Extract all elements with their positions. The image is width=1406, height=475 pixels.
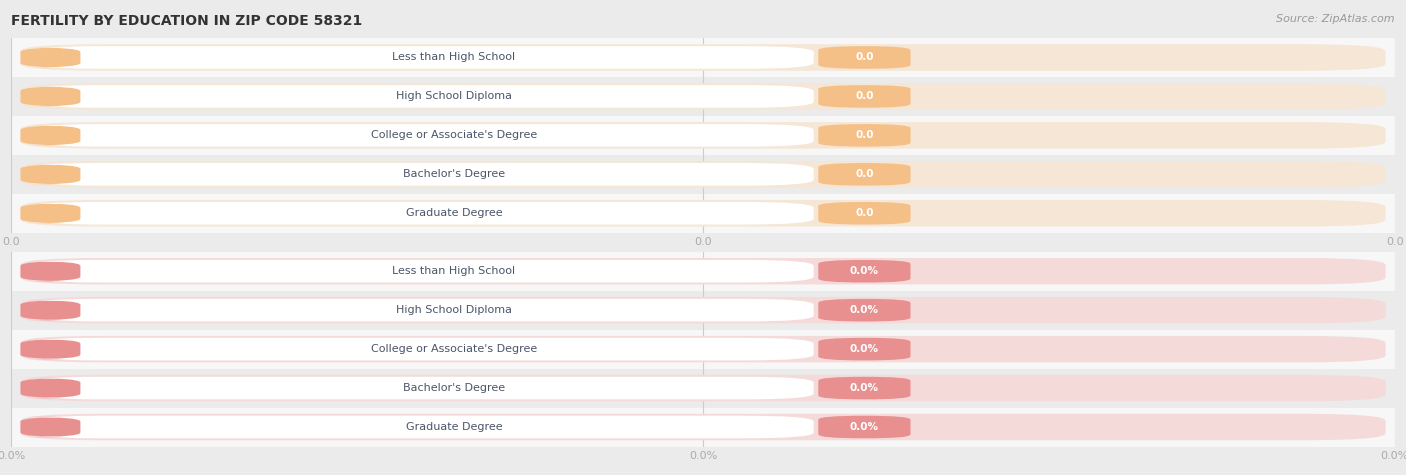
FancyBboxPatch shape xyxy=(21,336,1385,362)
Bar xyxy=(11,38,1395,77)
FancyBboxPatch shape xyxy=(818,416,911,438)
Text: 0.0: 0.0 xyxy=(855,208,873,219)
Bar xyxy=(11,252,1395,291)
FancyBboxPatch shape xyxy=(818,260,911,283)
FancyBboxPatch shape xyxy=(818,163,911,186)
FancyBboxPatch shape xyxy=(30,260,814,283)
FancyBboxPatch shape xyxy=(21,261,80,281)
Text: Less than High School: Less than High School xyxy=(392,266,516,276)
Text: Bachelor's Degree: Bachelor's Degree xyxy=(404,169,505,180)
FancyBboxPatch shape xyxy=(30,202,814,225)
FancyBboxPatch shape xyxy=(21,417,80,437)
FancyBboxPatch shape xyxy=(30,416,814,438)
Bar xyxy=(11,369,1395,408)
Bar xyxy=(11,330,1395,369)
FancyBboxPatch shape xyxy=(818,299,911,322)
FancyBboxPatch shape xyxy=(21,164,80,184)
FancyBboxPatch shape xyxy=(818,202,911,225)
Text: Source: ZipAtlas.com: Source: ZipAtlas.com xyxy=(1277,14,1395,24)
Text: College or Associate's Degree: College or Associate's Degree xyxy=(371,344,537,354)
Text: 0.0: 0.0 xyxy=(855,169,873,180)
FancyBboxPatch shape xyxy=(818,46,911,69)
FancyBboxPatch shape xyxy=(21,200,1385,227)
Bar xyxy=(11,408,1395,446)
Bar xyxy=(11,194,1395,233)
FancyBboxPatch shape xyxy=(21,339,80,359)
FancyBboxPatch shape xyxy=(21,258,1385,285)
Text: 0.0%: 0.0% xyxy=(849,305,879,315)
FancyBboxPatch shape xyxy=(818,124,911,147)
FancyBboxPatch shape xyxy=(21,203,80,223)
Bar xyxy=(11,155,1395,194)
FancyBboxPatch shape xyxy=(30,338,814,361)
FancyBboxPatch shape xyxy=(21,122,1385,149)
Text: 0.0: 0.0 xyxy=(855,130,873,141)
FancyBboxPatch shape xyxy=(30,124,814,147)
Text: FERTILITY BY EDUCATION IN ZIP CODE 58321: FERTILITY BY EDUCATION IN ZIP CODE 58321 xyxy=(11,14,363,28)
FancyBboxPatch shape xyxy=(21,375,1385,401)
Text: Graduate Degree: Graduate Degree xyxy=(406,208,502,219)
Text: Graduate Degree: Graduate Degree xyxy=(406,422,502,432)
FancyBboxPatch shape xyxy=(21,83,1385,110)
FancyBboxPatch shape xyxy=(21,86,80,106)
Text: High School Diploma: High School Diploma xyxy=(396,305,512,315)
FancyBboxPatch shape xyxy=(21,297,1385,323)
Text: 0.0%: 0.0% xyxy=(849,344,879,354)
Text: 0.0: 0.0 xyxy=(855,91,873,102)
Text: High School Diploma: High School Diploma xyxy=(396,91,512,102)
Bar xyxy=(11,291,1395,330)
FancyBboxPatch shape xyxy=(30,299,814,322)
Text: 0.0%: 0.0% xyxy=(849,266,879,276)
Bar xyxy=(11,116,1395,155)
Text: 0.0: 0.0 xyxy=(855,52,873,63)
FancyBboxPatch shape xyxy=(21,161,1385,188)
FancyBboxPatch shape xyxy=(21,44,1385,71)
FancyBboxPatch shape xyxy=(30,85,814,108)
Text: 0.0%: 0.0% xyxy=(849,383,879,393)
FancyBboxPatch shape xyxy=(30,163,814,186)
FancyBboxPatch shape xyxy=(818,377,911,399)
FancyBboxPatch shape xyxy=(21,300,80,320)
FancyBboxPatch shape xyxy=(30,46,814,69)
Bar xyxy=(11,77,1395,116)
FancyBboxPatch shape xyxy=(818,85,911,108)
FancyBboxPatch shape xyxy=(21,378,80,398)
Text: Less than High School: Less than High School xyxy=(392,52,516,63)
FancyBboxPatch shape xyxy=(21,125,80,145)
FancyBboxPatch shape xyxy=(818,338,911,361)
FancyBboxPatch shape xyxy=(30,377,814,399)
FancyBboxPatch shape xyxy=(21,48,80,67)
Text: College or Associate's Degree: College or Associate's Degree xyxy=(371,130,537,141)
Text: 0.0%: 0.0% xyxy=(849,422,879,432)
FancyBboxPatch shape xyxy=(21,414,1385,440)
Text: Bachelor's Degree: Bachelor's Degree xyxy=(404,383,505,393)
